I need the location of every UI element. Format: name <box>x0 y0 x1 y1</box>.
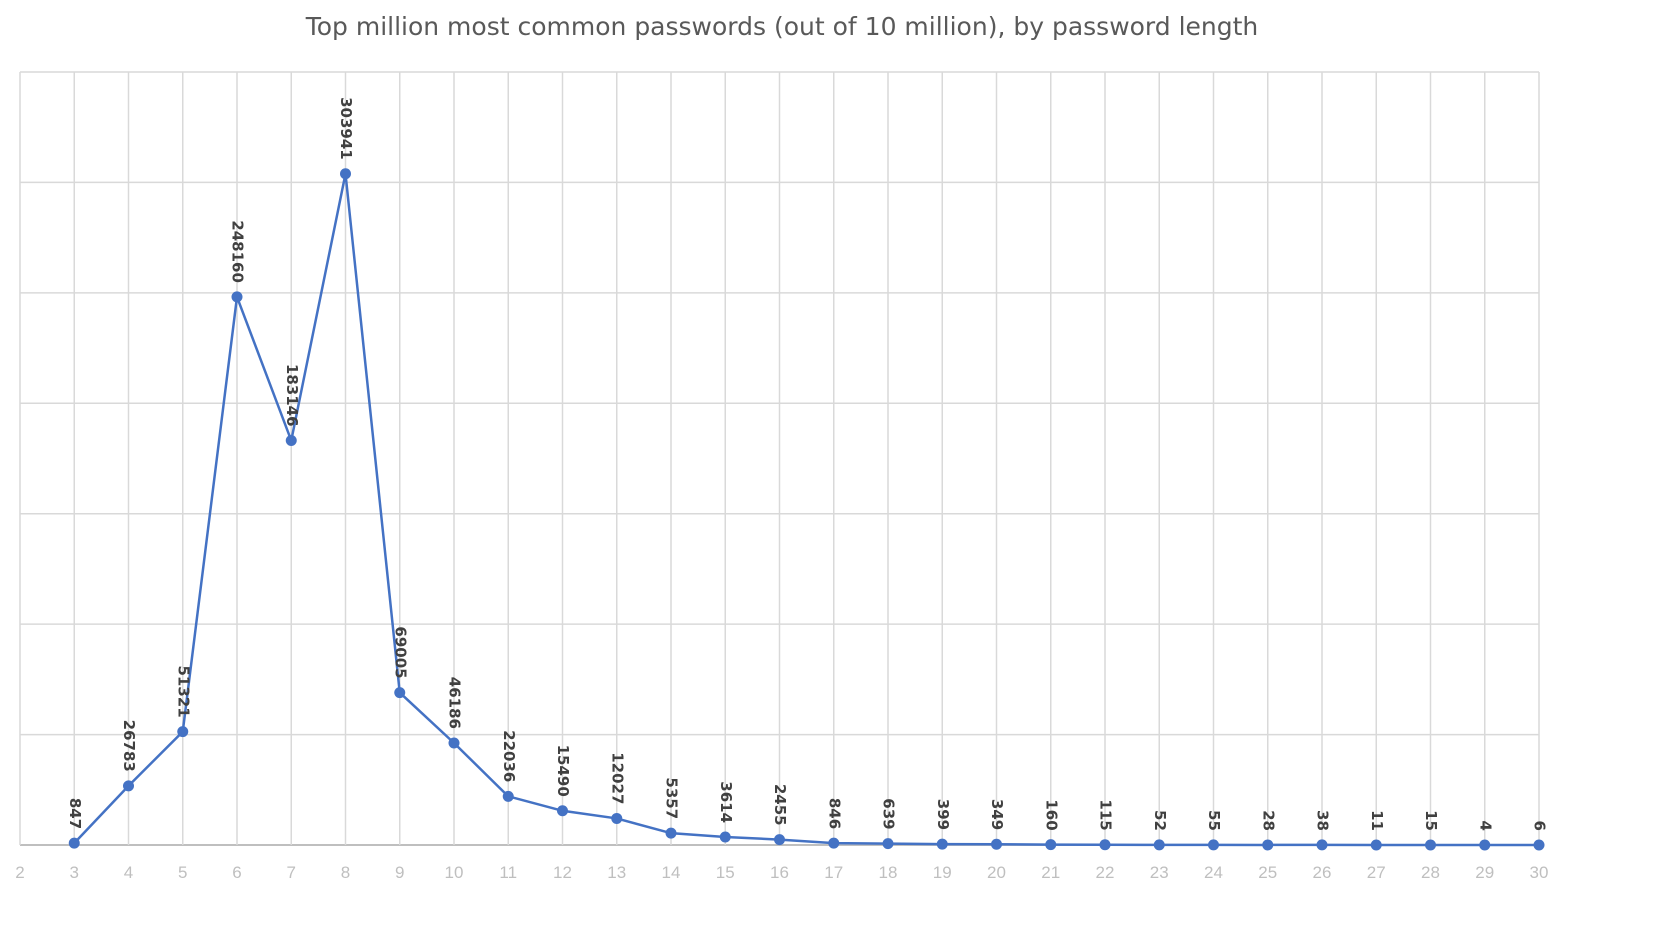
chart-title: Top million most common passwords (out o… <box>305 12 1259 41</box>
x-tick-label: 25 <box>1258 863 1277 882</box>
data-point <box>123 780 134 792</box>
data-label: 847 <box>66 798 84 829</box>
data-label: 183146 <box>283 364 301 427</box>
x-tick-label: 6 <box>232 863 241 882</box>
x-axis-ticks: 2 3 4 5 6 7 8 9 10 11 12 13 14 15 16 17 18 19 20 21 22 23 24 25… <box>15 863 1548 882</box>
data-point <box>882 838 894 850</box>
x-tick-label: 23 <box>1150 863 1169 882</box>
data-label: 69005 <box>391 626 409 678</box>
data-label: 46186 <box>446 677 464 729</box>
data-label: 5357 <box>663 777 681 819</box>
data-point <box>1479 839 1491 851</box>
x-tick-label: 27 <box>1367 863 1386 882</box>
data-point <box>719 831 731 843</box>
data-label: 399 <box>934 799 952 830</box>
data-point <box>1370 839 1382 851</box>
x-tick-label: 24 <box>1204 863 1223 882</box>
data-label: 349 <box>988 799 1006 830</box>
series-line <box>73 173 1540 847</box>
data-label: 38 <box>1314 810 1332 831</box>
x-tick-label: 11 <box>499 863 517 882</box>
data-label: 3614 <box>717 781 735 823</box>
data-point <box>1262 839 1274 851</box>
series-points <box>68 168 1545 851</box>
data-label: 2455 <box>771 784 789 826</box>
x-tick-label: 21 <box>1041 863 1060 882</box>
x-tick-label: 2 <box>15 863 24 882</box>
data-label: 15490 <box>554 745 572 797</box>
data-label: 22036 <box>500 730 518 782</box>
x-tick-label: 19 <box>933 863 952 882</box>
x-tick-label: 14 <box>662 863 681 882</box>
data-label: 11 <box>1368 810 1386 831</box>
data-point <box>1045 839 1057 851</box>
x-tick-label: 18 <box>879 863 898 882</box>
data-point <box>665 827 677 839</box>
data-point <box>557 805 568 817</box>
data-label: 639 <box>880 798 898 829</box>
x-tick-label: 26 <box>1313 863 1332 882</box>
data-point <box>177 726 189 738</box>
data-label: 26783 <box>120 720 138 772</box>
x-tick-label: 15 <box>716 863 735 882</box>
x-tick-label: 28 <box>1421 863 1440 882</box>
data-point <box>285 435 297 447</box>
data-point <box>394 687 406 699</box>
x-tick-label: 30 <box>1530 863 1549 882</box>
data-label: 28 <box>1259 810 1277 831</box>
x-tick-label: 9 <box>395 863 404 882</box>
data-label: 12027 <box>608 752 626 804</box>
x-tick-label: 29 <box>1475 863 1494 882</box>
data-point <box>828 837 840 849</box>
x-tick-label: 8 <box>341 863 350 882</box>
data-point <box>1425 839 1436 851</box>
data-point <box>68 837 80 849</box>
data-label: 160 <box>1042 799 1060 830</box>
data-point <box>231 291 243 303</box>
data-label: 846 <box>825 798 843 829</box>
data-label: 52 <box>1151 810 1169 831</box>
data-label: 303941 <box>337 97 355 160</box>
data-label: 15 <box>1422 810 1440 831</box>
data-point <box>1316 839 1328 851</box>
x-tick-label: 10 <box>445 863 464 882</box>
data-point <box>1208 839 1219 851</box>
x-tick-label: 5 <box>178 863 187 882</box>
x-tick-label: 20 <box>987 863 1006 882</box>
data-point <box>1533 839 1545 851</box>
data-point <box>1099 839 1111 851</box>
data-point <box>991 838 1002 850</box>
x-tick-label: 4 <box>124 863 133 882</box>
x-tick-label: 22 <box>1096 863 1115 882</box>
data-label: 248160 <box>229 220 247 283</box>
data-label: 4 <box>1476 821 1494 831</box>
x-tick-label: 3 <box>70 863 79 882</box>
data-point <box>611 812 623 824</box>
data-point <box>1153 839 1165 851</box>
x-tick-label: 12 <box>553 863 572 882</box>
data-label: 55 <box>1205 810 1223 831</box>
data-label: 6 <box>1531 821 1549 831</box>
data-point <box>448 737 460 749</box>
x-tick-label: 7 <box>287 863 296 882</box>
data-point <box>502 790 514 802</box>
data-label: 51321 <box>174 665 192 717</box>
data-labels: 847 26783 51321 248160 183146 303941 69005 4618… <box>66 97 1549 831</box>
x-tick-label: 17 <box>824 863 843 882</box>
x-tick-label: 16 <box>770 863 789 882</box>
data-label: 115 <box>1097 799 1115 830</box>
data-point <box>774 834 785 846</box>
data-point <box>936 838 948 850</box>
gridlines <box>19 71 1540 846</box>
x-tick-label: 13 <box>607 863 626 882</box>
data-point <box>340 168 351 180</box>
